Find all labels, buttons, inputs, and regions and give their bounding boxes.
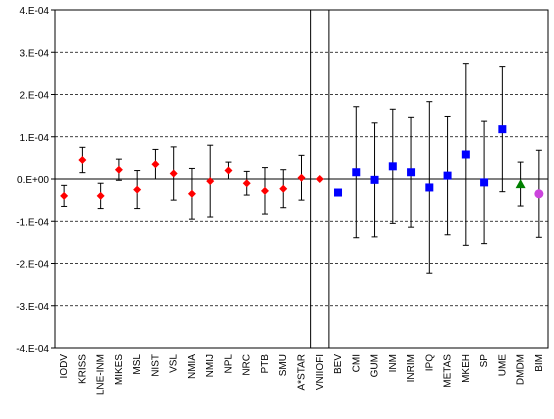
x-tick-label: LNE-INM — [96, 354, 107, 395]
x-tick-label: BEV — [333, 354, 344, 374]
x-tick-label: PTB — [260, 354, 271, 374]
x-tick-label: BIM — [534, 354, 545, 372]
square-marker — [388, 162, 397, 171]
data-point-nrc — [242, 170, 251, 196]
data-point-ume — [498, 66, 507, 193]
diamond-marker — [169, 169, 178, 178]
data-point-nmia — [187, 167, 196, 220]
x-tick-label: UME — [497, 354, 508, 377]
data-point-vniiofi — [315, 175, 324, 183]
data-point-nist — [151, 148, 160, 180]
data-point-bim — [534, 149, 544, 238]
data-point-a-star — [297, 154, 306, 201]
y-axis-ticks: 4.E-04 3.E-04 2.E-04 1.E-04 0.E+00 -1.E-04 -2.… — [16, 6, 55, 355]
x-tick-label: A*STAR — [297, 354, 308, 391]
x-tick-label: NRC — [242, 354, 253, 376]
diamond-marker — [297, 173, 306, 182]
x-tick-label: NMIA — [187, 354, 198, 379]
data-point-dmdm — [515, 161, 526, 207]
x-tick-label: METAS — [443, 354, 454, 388]
square-marker — [425, 183, 434, 192]
data-point-inm — [388, 108, 397, 224]
y-tick-label: -3.E-04 — [16, 302, 49, 313]
diamond-marker — [151, 160, 160, 169]
x-tick-label: VNIIOFI — [315, 354, 326, 390]
square-marker — [498, 125, 507, 134]
x-tick-label: VSL — [169, 354, 180, 373]
square-marker — [480, 178, 489, 187]
diamond-marker — [60, 191, 69, 200]
data-point-kriss — [78, 146, 87, 174]
data-point-bev — [334, 188, 343, 197]
data-point-ipq — [425, 101, 434, 274]
circle-marker — [534, 189, 544, 199]
y-tick-label: -1.E-04 — [16, 217, 49, 228]
x-tick-label: SP — [479, 354, 490, 368]
group-separators — [310, 10, 330, 348]
data-point-mkeh — [461, 63, 470, 246]
y-tick-label: 1.E-04 — [20, 133, 50, 144]
x-tick-label: NIST — [150, 354, 161, 377]
data-point-smu — [279, 169, 288, 209]
square-marker — [334, 188, 343, 197]
diamond-marker — [78, 155, 87, 164]
y-tick-label: -4.E-04 — [16, 344, 49, 355]
x-axis-ticks: IODV KRISS LNE-INM MIKES MSL NIST VSL NMIA NMIJ N… — [59, 354, 545, 396]
data-point-gum — [370, 122, 379, 238]
y-tick-label: 3.E-04 — [20, 48, 50, 59]
data-point-npl — [224, 161, 233, 180]
diamond-marker — [260, 186, 269, 195]
triangle-marker — [515, 179, 526, 189]
square-marker — [461, 150, 470, 159]
x-tick-label: INRIM — [406, 354, 417, 382]
square-marker — [370, 175, 379, 184]
diamond-marker — [206, 177, 215, 186]
data-point-inrim — [407, 116, 416, 228]
data-point-metas — [443, 115, 452, 236]
square-marker — [352, 168, 361, 177]
x-tick-label: CMI — [351, 354, 362, 372]
y-tick-label: 0.E+00 — [17, 175, 49, 186]
y-tick-label: -2.E-04 — [16, 260, 49, 271]
diamond-marker — [114, 165, 123, 174]
diamond-marker — [315, 175, 324, 183]
x-tick-label: KRISS — [77, 354, 88, 384]
data-marks — [60, 63, 544, 274]
data-point-iodv — [60, 184, 69, 207]
x-tick-label: MSL — [132, 354, 143, 375]
diamond-marker — [242, 179, 251, 188]
x-tick-label: NMIJ — [205, 354, 216, 377]
diamond-marker — [187, 189, 196, 198]
x-tick-label: GUM — [370, 354, 381, 377]
data-point-sp — [480, 120, 489, 245]
x-tick-label: MIKES — [114, 354, 125, 385]
y-tick-label: 4.E-04 — [20, 6, 50, 17]
diamond-marker — [96, 191, 105, 200]
x-tick-label: IPQ — [424, 354, 435, 371]
data-point-cmi — [352, 106, 361, 239]
data-point-nmij — [206, 144, 215, 218]
data-point-msl — [133, 170, 142, 210]
x-tick-label: NPL — [223, 354, 234, 374]
x-tick-label: SMU — [278, 354, 289, 376]
x-tick-label: DMDM — [516, 354, 527, 385]
diamond-marker — [133, 185, 142, 194]
square-marker — [407, 168, 416, 177]
diamond-marker — [224, 166, 233, 175]
data-point-vsl — [169, 146, 178, 201]
diamond-marker — [279, 184, 288, 193]
x-tick-label: INM — [388, 354, 399, 372]
x-tick-label: MKEH — [461, 354, 472, 383]
square-marker — [443, 171, 452, 180]
x-tick-label: IODV — [59, 354, 70, 379]
data-point-ptb — [260, 167, 269, 215]
data-point-mikes — [114, 158, 123, 181]
data-point-lne-inm — [96, 182, 105, 210]
y-tick-label: 2.E-04 — [20, 91, 50, 102]
